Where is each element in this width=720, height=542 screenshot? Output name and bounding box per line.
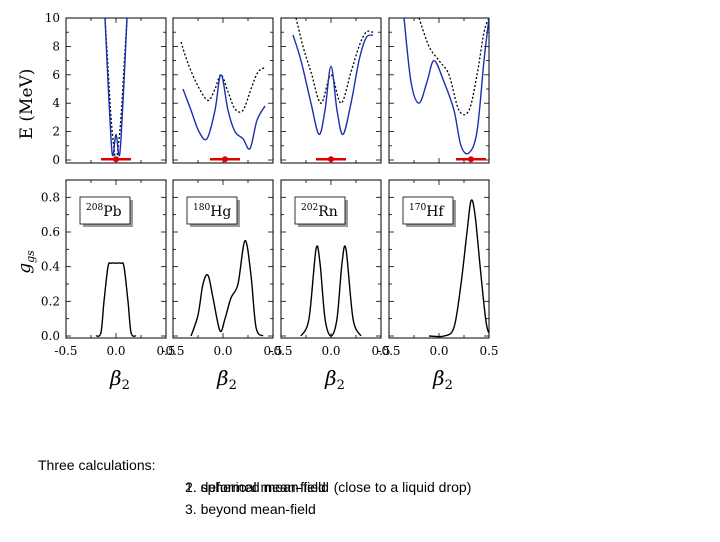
y-tick-label: 0 — [52, 153, 60, 167]
y-tick-label: 0.0 — [41, 329, 60, 343]
solid-curve — [428, 199, 489, 338]
x-tick-label: -0.5 — [377, 344, 400, 358]
nucleus-label: 180Hg — [193, 203, 231, 220]
x-axis-label-main: β — [432, 366, 445, 390]
nucleus-label-box — [402, 196, 454, 225]
solid-curve — [95, 262, 137, 337]
solid-curve — [292, 34, 374, 136]
nuclear-deformation-figure: 0 2 4 6 8 10 0.0 0.2 0.4 0.6 0.8 208Pb 180Hg 202Rn 170… — [15, 11, 499, 393]
panel-frame — [172, 17, 274, 164]
nucleus-label-box — [294, 196, 346, 225]
x-axis-label-sub: 2 — [229, 378, 237, 393]
solid-curve — [182, 74, 266, 150]
x-axis-label: β2 — [432, 366, 453, 393]
ground-state-point — [222, 156, 228, 163]
x-tick-label: 0.5 — [371, 344, 390, 358]
wavefunction-panel-hf: 170Hf — [388, 179, 490, 339]
nucleus-symbol: Pb — [103, 204, 121, 220]
nucleus-label: 202Rn — [301, 203, 338, 220]
caption-item-1: 1. spherical mean-field (close to a liqu… — [185, 479, 472, 495]
x-tick-label: -0.5 — [54, 344, 77, 358]
panel-frame — [280, 17, 382, 164]
solid-curve — [104, 18, 128, 157]
caption-item-2: 2. deformed mean-field — [185, 479, 329, 495]
caption-label: Three calculations: — [38, 457, 156, 473]
top-y-axis-label: E (MeV) — [17, 69, 37, 140]
x-tick-label: 0.0 — [213, 344, 232, 358]
panel-frame — [65, 17, 167, 164]
nucleus-label: 170Hf — [409, 203, 445, 220]
wavefunction-panel-hg: 180Hg — [172, 179, 274, 339]
x-axis-label: β2 — [216, 366, 237, 393]
solid-curve — [403, 18, 489, 155]
y-tick-label: 8 — [52, 39, 60, 53]
nucleus-symbol: Hg — [210, 204, 231, 220]
x-axis-label-sub: 2 — [122, 378, 130, 393]
energy-panel-rn — [280, 17, 382, 164]
x-axis-label-sub: 2 — [337, 378, 345, 393]
dotted-curve — [104, 18, 128, 161]
x-tick-label: 0.0 — [321, 344, 340, 358]
ground-state-point — [113, 156, 119, 163]
bottom-y-axis-label-sub: gs — [24, 250, 37, 263]
x-tick-label: 0.0 — [429, 344, 448, 358]
x-axis-label-main: β — [324, 366, 337, 390]
x-tick-label: -0.5 — [269, 344, 292, 358]
x-axis-label: β2 — [109, 366, 130, 393]
x-axis-label-sub: 2 — [445, 378, 453, 393]
nucleus-symbol: Rn — [318, 204, 338, 220]
dotted-curve — [180, 41, 266, 113]
y-tick-label: 0.2 — [41, 294, 60, 308]
bottom-y-axis-label-main: g — [15, 263, 35, 274]
solid-curve — [190, 239, 264, 337]
solid-curve — [300, 245, 362, 337]
y-tick-label: 0.6 — [41, 225, 60, 239]
wavefunction-panel-pb: 0.0 0.2 0.4 0.6 0.8 208Pb — [41, 179, 167, 343]
nucleus-mass: 170 — [409, 203, 426, 213]
bottom-y-axis-label: ggs — [15, 250, 37, 274]
ground-state-point — [328, 156, 334, 163]
caption-row-2: 2. deformed mean-field — [38, 454, 329, 495]
nucleus-symbol: Hf — [426, 204, 445, 220]
nucleus-mass: 202 — [301, 203, 318, 213]
nucleus-mass: 180 — [193, 203, 210, 213]
y-tick-label: 2 — [52, 125, 60, 139]
x-axis-label-main: β — [216, 366, 229, 390]
ground-state-point — [468, 156, 474, 163]
y-tick-label: 10 — [45, 11, 60, 25]
x-axis-label-main: β — [109, 366, 122, 390]
nucleus-label: 208Pb — [86, 203, 122, 220]
energy-panel-hf — [388, 17, 490, 164]
energy-panel-hg — [172, 17, 274, 164]
caption-row-3: 3. beyond mean-field — [38, 476, 316, 517]
y-tick-label: 0.4 — [41, 260, 60, 274]
x-axis-label: β2 — [324, 366, 345, 393]
x-tick-label: -0.5 — [161, 344, 184, 358]
x-tick-label: 0.5 — [263, 344, 282, 358]
x-tick-label: 0.5 — [156, 344, 175, 358]
wavefunction-panel-rn: 202Rn — [280, 179, 382, 339]
nucleus-mass: 208 — [86, 203, 103, 213]
y-tick-label: 0.8 — [41, 190, 60, 204]
y-tick-label: 4 — [52, 96, 60, 110]
x-tick-label: 0.5 — [479, 344, 498, 358]
figure-caption: Three calculations: 1. spherical mean-fi… — [38, 432, 471, 517]
caption-row-1: Three calculations: 1. spherical mean-fi… — [38, 432, 471, 495]
x-tick-label: 0.0 — [106, 344, 125, 358]
y-tick-label: 6 — [52, 68, 60, 82]
dotted-curve — [418, 18, 489, 116]
nucleus-label-box — [79, 196, 131, 225]
energy-panel-pb: 0 2 4 6 8 10 — [45, 11, 167, 167]
caption-item-3: 3. beyond mean-field — [185, 501, 316, 517]
nucleus-label-box — [186, 196, 238, 225]
